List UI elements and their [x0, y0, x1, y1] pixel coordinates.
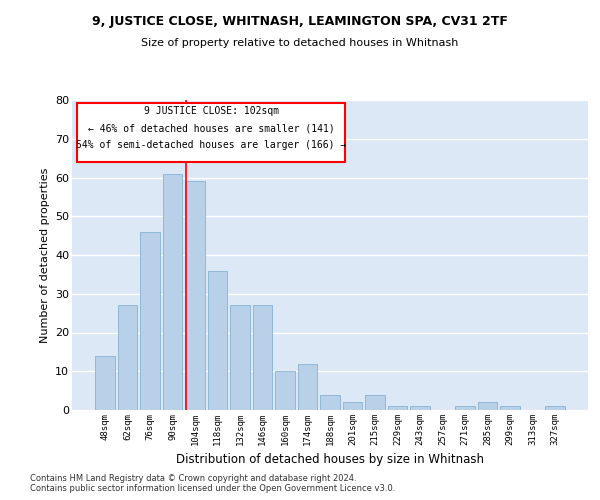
FancyBboxPatch shape [77, 103, 346, 162]
Bar [185, 182, 205, 410]
X-axis label: Distribution of detached houses by size in Whitnash: Distribution of detached houses by size … [176, 454, 484, 466]
Bar [230, 306, 250, 410]
Bar [320, 394, 340, 410]
Bar [118, 306, 137, 410]
Bar [545, 406, 565, 410]
Text: 9, JUSTICE CLOSE, WHITNASH, LEAMINGTON SPA, CV31 2TF: 9, JUSTICE CLOSE, WHITNASH, LEAMINGTON S… [92, 15, 508, 28]
Bar [365, 394, 385, 410]
Bar [275, 371, 295, 410]
Text: Contains HM Land Registry data © Crown copyright and database right 2024.: Contains HM Land Registry data © Crown c… [30, 474, 356, 483]
Bar [478, 402, 497, 410]
Bar [343, 402, 362, 410]
Bar [500, 406, 520, 410]
Text: 54% of semi-detached houses are larger (166) →: 54% of semi-detached houses are larger (… [76, 140, 346, 149]
Bar [95, 356, 115, 410]
Bar [298, 364, 317, 410]
Bar [208, 270, 227, 410]
Bar [140, 232, 160, 410]
Text: 9 JUSTICE CLOSE: 102sqm: 9 JUSTICE CLOSE: 102sqm [144, 106, 279, 116]
Bar [253, 306, 272, 410]
Bar [163, 174, 182, 410]
Text: ← 46% of detached houses are smaller (141): ← 46% of detached houses are smaller (14… [88, 123, 335, 133]
Text: Size of property relative to detached houses in Whitnash: Size of property relative to detached ho… [142, 38, 458, 48]
Text: Contains public sector information licensed under the Open Government Licence v3: Contains public sector information licen… [30, 484, 395, 493]
Bar [410, 406, 430, 410]
Y-axis label: Number of detached properties: Number of detached properties [40, 168, 50, 342]
Bar [388, 406, 407, 410]
Bar [455, 406, 475, 410]
